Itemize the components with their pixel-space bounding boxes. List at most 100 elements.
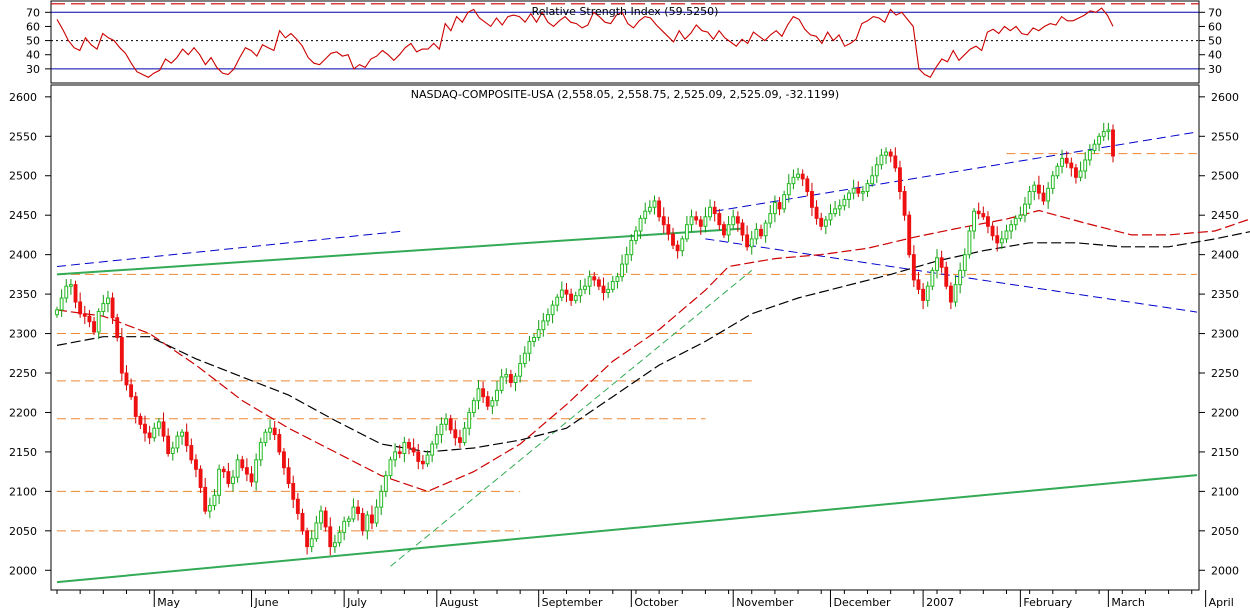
price-tick-label-right: 2250: [1211, 367, 1239, 380]
candle-body: [156, 421, 161, 429]
candle-body: [263, 431, 268, 443]
price-tick-label-right: 2600: [1211, 91, 1239, 104]
price-tick-label-right: 2300: [1211, 328, 1239, 341]
candle-body: [763, 222, 768, 237]
candle-body: [82, 313, 87, 317]
price-tick-label-right: 2000: [1211, 564, 1239, 577]
candle-body: [888, 151, 893, 157]
candle-body: [606, 288, 611, 294]
candle-body: [703, 216, 708, 227]
rsi-levels: [51, 3, 1199, 70]
candle-body: [444, 418, 448, 425]
x-month-label: June: [254, 596, 279, 608]
candle-body: [749, 238, 754, 248]
candle-body: [374, 506, 379, 524]
candle-body: [471, 400, 476, 413]
candle-body: [467, 411, 472, 429]
candle-body: [425, 454, 430, 465]
candle-body: [805, 178, 810, 193]
candle-body: [596, 279, 601, 287]
candle-body: [981, 213, 986, 218]
candle-body: [726, 224, 731, 236]
candle-body: [462, 427, 467, 443]
candle-body: [101, 303, 106, 312]
candle-body: [1027, 191, 1032, 205]
rsi-line-group: [56, 7, 1114, 79]
candle-body: [800, 173, 805, 180]
candle-body: [536, 329, 541, 338]
candle-body: [782, 194, 787, 210]
candle-body: [583, 285, 587, 290]
price-tick-label-left: 2100: [9, 485, 37, 498]
candle-body: [722, 224, 726, 236]
trend-line-green: [56, 474, 1198, 584]
candle-body: [1004, 230, 1009, 240]
price-tick-label-right: 2450: [1211, 209, 1239, 222]
rsi-tick-label-right: 50: [1208, 35, 1222, 48]
candle-body: [624, 254, 629, 265]
candle-body: [411, 447, 416, 453]
candle-body: [124, 372, 129, 386]
candle-body: [680, 238, 685, 252]
price-tick-label-left: 2600: [9, 91, 37, 104]
candle-body: [962, 254, 967, 271]
candle-body: [972, 210, 976, 232]
candle-body: [1092, 143, 1097, 151]
candle-body: [194, 459, 198, 470]
candle-body: [1046, 187, 1051, 202]
candle-body: [356, 506, 360, 514]
price-tick-label-left: 2200: [9, 406, 37, 419]
rsi-tick-label-left: 40: [26, 49, 40, 62]
candle-body: [305, 530, 310, 548]
rsi-tick-label-left: 60: [26, 20, 40, 33]
x-month-label: November: [736, 596, 794, 608]
candle-body: [666, 224, 671, 235]
rsi-tick-label-right: 60: [1208, 20, 1222, 33]
candle-body: [647, 206, 652, 212]
price-tick-label-left: 2400: [9, 249, 37, 262]
candle-body: [388, 459, 393, 477]
trend-line-blue-dashed: [56, 230, 405, 267]
candle-body: [564, 289, 569, 295]
x-month-label: March: [1111, 596, 1145, 608]
candles: [55, 122, 1115, 556]
candle-body: [92, 321, 96, 333]
candle-body: [944, 266, 949, 287]
price-tick-label-right: 2400: [1211, 249, 1239, 262]
candle-body: [995, 235, 1000, 244]
candle-body: [133, 396, 138, 417]
candle-body: [286, 467, 291, 484]
candle-body: [1055, 165, 1060, 177]
candle-body: [346, 518, 351, 522]
candle-body: [407, 441, 411, 449]
x-month-label: 2007: [926, 596, 954, 608]
price-tick-label-right: 2150: [1211, 446, 1239, 459]
candle-body: [999, 238, 1004, 244]
candle-body: [476, 388, 481, 402]
candle-body: [1060, 157, 1064, 167]
x-month-label: August: [440, 596, 479, 608]
candle-body: [976, 210, 981, 215]
candle-body: [986, 216, 990, 227]
candle-body: [499, 376, 504, 391]
candle-body: [860, 191, 865, 194]
candle-body: [383, 475, 388, 492]
candle-body: [143, 423, 147, 434]
price-tick-label-left: 2550: [9, 130, 37, 143]
price-tick-label-left: 2050: [9, 525, 37, 538]
candle-body: [879, 154, 884, 166]
candle-body: [772, 202, 777, 215]
candle-body: [694, 216, 699, 221]
candle-body: [796, 173, 800, 178]
candle-body: [495, 389, 499, 402]
candle-body: [207, 505, 212, 512]
candle-body: [254, 459, 259, 483]
price-tick-label-right: 2500: [1211, 170, 1239, 183]
candle-body: [712, 206, 717, 215]
candle-body: [328, 526, 333, 548]
candle-body: [837, 205, 842, 210]
candle-body: [110, 297, 115, 319]
